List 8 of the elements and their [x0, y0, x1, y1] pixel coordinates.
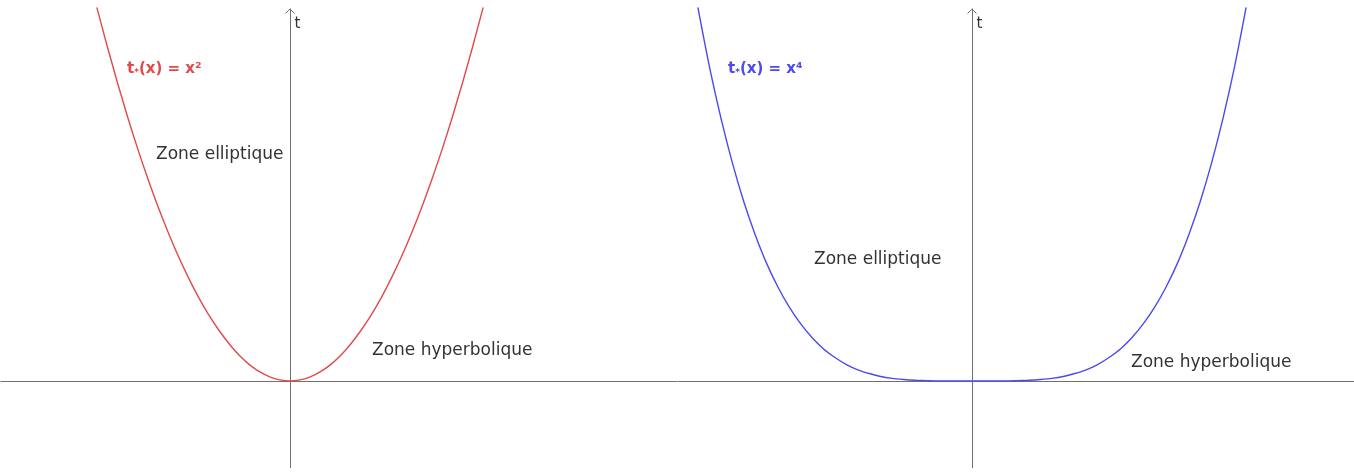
series-label: t$_{*}$(x) = x² — [127, 59, 202, 78]
y-axis-title: t — [976, 13, 983, 32]
annotation: Zone elliptique — [814, 248, 942, 268]
annotation: Zone hyperbolique — [372, 339, 533, 359]
series-label: t$_{*}$(x) = x⁴ — [728, 59, 803, 78]
annotation: Zone elliptique — [156, 143, 284, 163]
y-axis-title: t — [294, 13, 301, 32]
annotation: Zone hyperbolique — [1131, 351, 1292, 371]
